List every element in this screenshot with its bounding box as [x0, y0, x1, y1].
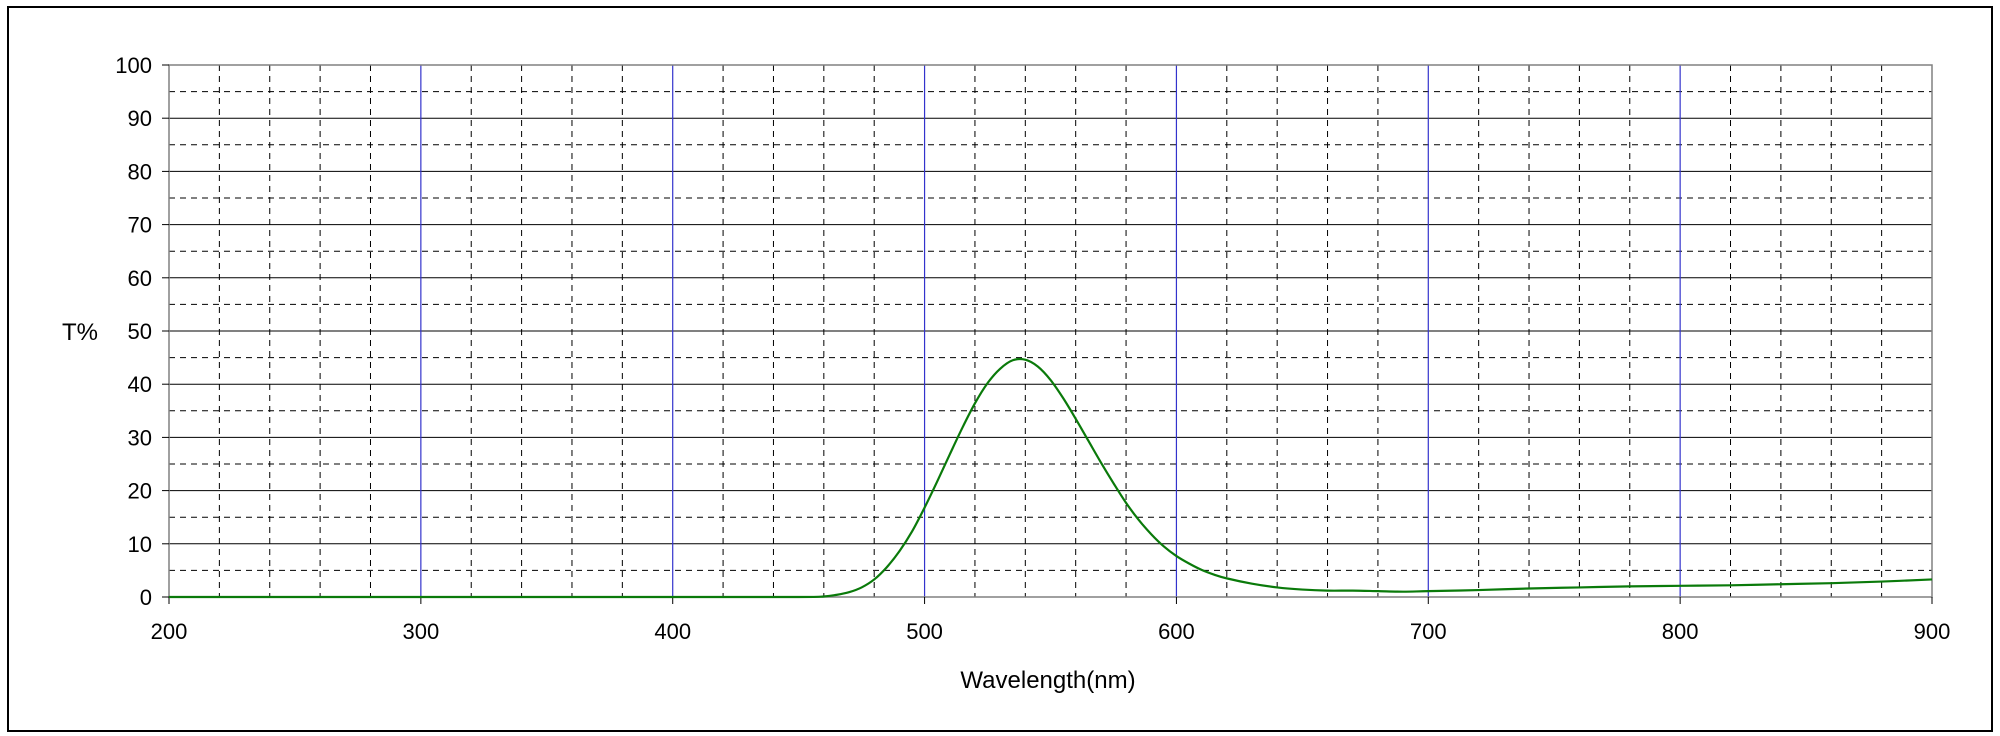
- x-axis-title: Wavelength(nm): [960, 667, 1135, 694]
- y-tick-label: 10: [128, 532, 152, 557]
- x-tick-label: 600: [1158, 619, 1195, 644]
- x-tick-label: 400: [654, 619, 691, 644]
- y-tick-label: 30: [128, 425, 152, 450]
- x-tick-label: 700: [1410, 619, 1447, 644]
- y-tick-label: 60: [128, 266, 152, 291]
- y-tick-label: 40: [128, 372, 152, 397]
- grid-lines: [169, 65, 1932, 597]
- x-tick-label: 800: [1662, 619, 1699, 644]
- y-axis-title: T%: [62, 319, 98, 346]
- x-tick-label: 500: [906, 619, 943, 644]
- y-tick-label: 80: [128, 159, 152, 184]
- y-tick-label: 20: [128, 479, 152, 504]
- series-layer: [168, 357, 1933, 599]
- x-tick-label: 200: [151, 619, 188, 644]
- y-tick-label: 100: [115, 53, 152, 78]
- y-tick-label: 0: [140, 585, 152, 610]
- y-tick-label: 90: [128, 106, 152, 131]
- y-tick-label: 50: [128, 319, 152, 344]
- transmission-series-line: [168, 357, 1933, 599]
- x-axis-tick-labels: 200 300 400 500 600 700 800 900: [151, 597, 1951, 644]
- y-axis-tick-labels: 0 10 20 30 40 50 60 70 80 90 100: [115, 53, 169, 610]
- x-tick-label: 900: [1914, 619, 1951, 644]
- y-tick-label: 70: [128, 213, 152, 238]
- x-tick-label: 300: [402, 619, 439, 644]
